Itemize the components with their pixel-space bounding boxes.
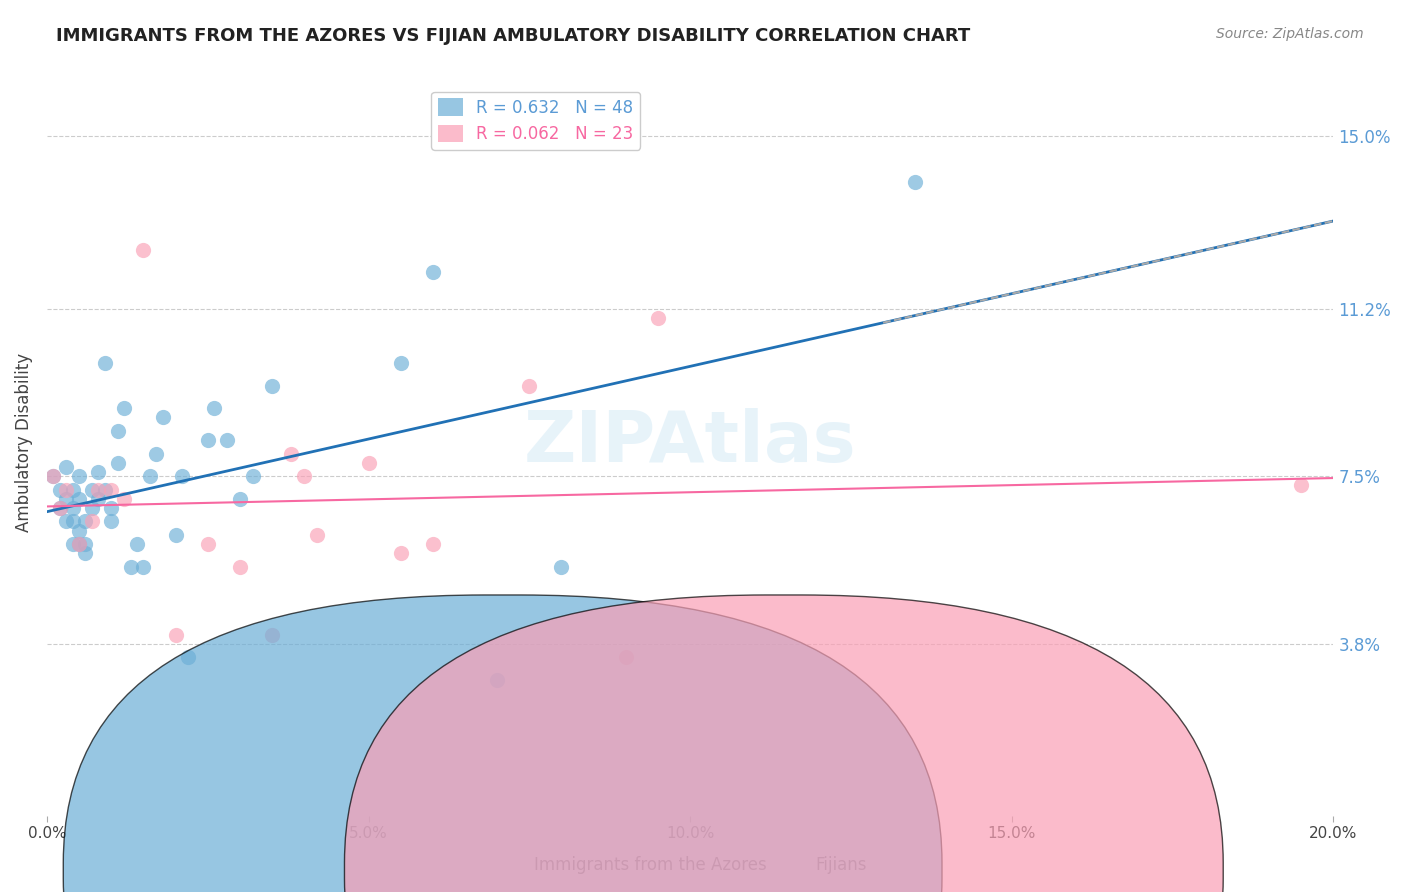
Point (197, 537, 219, 551)
Point (647, 310, 669, 325)
Point (1289, 478, 1312, 492)
Y-axis label: Ambulatory Disability: Ambulatory Disability (15, 352, 32, 532)
Point (170, 469, 193, 483)
Point (87, 491, 110, 506)
Point (486, 673, 509, 687)
Text: Source: ZipAtlas.com: Source: ZipAtlas.com (1216, 27, 1364, 41)
Point (307, 528, 329, 542)
Point (229, 491, 252, 506)
Point (67, 524, 90, 538)
Point (550, 559, 572, 574)
Legend: R = 0.632   N = 48, R = 0.062   N = 23: R = 0.632 N = 48, R = 0.062 N = 23 (432, 92, 640, 150)
Point (145, 446, 167, 460)
Point (87, 483, 110, 497)
Point (55, 483, 77, 497)
Point (152, 410, 174, 425)
Point (422, 537, 444, 551)
Point (112, 491, 135, 506)
Point (904, 175, 927, 189)
Point (67, 491, 90, 506)
Point (75, 515, 97, 529)
Point (42, 469, 65, 483)
Point (165, 528, 187, 542)
Point (55, 515, 77, 529)
Point (260, 378, 283, 392)
Point (62, 483, 84, 497)
Point (389, 356, 412, 370)
Point (280, 446, 302, 460)
Point (112, 401, 135, 416)
Point (80, 500, 103, 515)
Point (260, 628, 283, 642)
Point (165, 628, 187, 642)
Text: Immigrants from the Azores: Immigrants from the Azores (534, 856, 768, 874)
Point (48, 483, 70, 497)
Point (67, 537, 90, 551)
Point (107, 424, 129, 438)
Point (80, 515, 103, 529)
Point (517, 378, 540, 392)
Point (614, 650, 637, 665)
Point (48, 500, 70, 515)
Point (55, 491, 77, 506)
Point (94, 483, 117, 497)
Point (125, 537, 148, 551)
Point (202, 401, 225, 416)
Point (120, 559, 142, 574)
Point (87, 465, 110, 479)
Point (292, 469, 315, 483)
Point (62, 500, 84, 515)
Point (242, 469, 264, 483)
Point (197, 433, 219, 447)
Point (177, 650, 200, 665)
Point (100, 500, 122, 515)
Text: IMMIGRANTS FROM THE AZORES VS FIJIAN AMBULATORY DISABILITY CORRELATION CHART: IMMIGRANTS FROM THE AZORES VS FIJIAN AMB… (56, 27, 970, 45)
Point (215, 433, 238, 447)
Point (422, 265, 444, 279)
Point (100, 515, 122, 529)
Point (229, 559, 252, 574)
Point (94, 356, 117, 370)
Point (389, 546, 412, 560)
Point (132, 559, 155, 574)
Point (48, 500, 70, 515)
Point (75, 537, 97, 551)
Text: Fijians: Fijians (815, 856, 868, 874)
Point (357, 456, 380, 470)
Point (80, 483, 103, 497)
Point (132, 243, 155, 257)
Text: ZIPAtlas: ZIPAtlas (524, 408, 856, 476)
Point (62, 515, 84, 529)
Point (139, 469, 162, 483)
Point (75, 546, 97, 560)
Point (107, 456, 129, 470)
Point (42, 469, 65, 483)
Point (62, 537, 84, 551)
Point (67, 469, 90, 483)
Point (100, 483, 122, 497)
Point (67, 537, 90, 551)
Point (55, 460, 77, 475)
